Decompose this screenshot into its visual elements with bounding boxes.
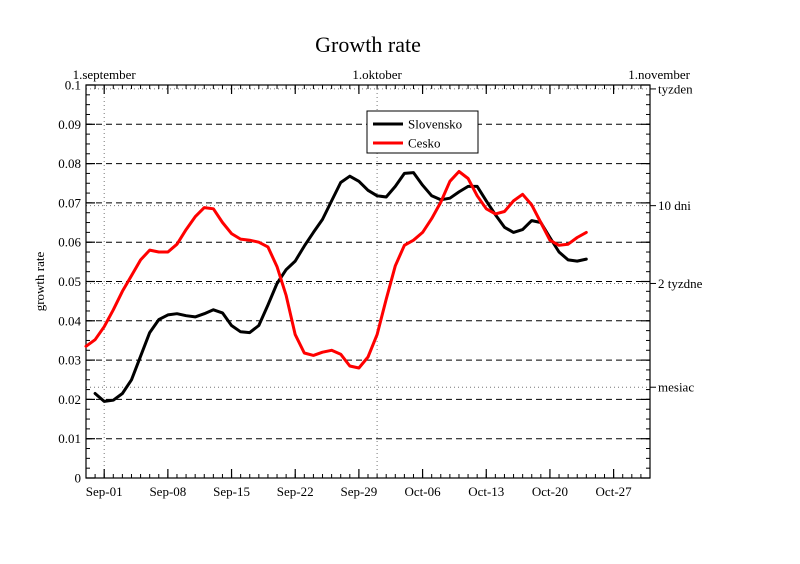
series-line-slovensko	[93, 171, 588, 403]
top-axis-label: 1.oktober	[352, 67, 402, 82]
x-tick-label: Sep-15	[213, 484, 250, 499]
x-tick-label: Sep-29	[340, 484, 377, 499]
series-lines	[84, 170, 588, 403]
y-tick-label: 0.04	[58, 313, 81, 328]
right-axis-label: 2 tyzdne	[658, 276, 703, 291]
series-line-cesko	[84, 170, 588, 370]
x-tick-label: Sep-01	[86, 484, 123, 499]
y-tick-label: 0.1	[65, 78, 81, 93]
legend: Slovensko Cesko	[366, 110, 479, 154]
right-axis-label: mesiac	[658, 380, 694, 395]
y-tick-label: 0.01	[58, 431, 81, 446]
y-tick-label: 0.06	[58, 235, 81, 250]
x-tick-label: Oct-27	[596, 484, 633, 499]
top-axis-label: 1.september	[73, 67, 137, 82]
y-tick-label: 0.09	[58, 117, 81, 132]
y-tick-label: 0.02	[58, 392, 81, 407]
right-axis-label: tyzden	[658, 81, 693, 96]
chart-title: Growth rate	[315, 32, 421, 57]
y-tick-label: 0.03	[58, 353, 81, 368]
x-tick-label: Oct-13	[468, 484, 504, 499]
legend-label: Cesko	[408, 136, 441, 151]
y-tick-label: 0.05	[58, 274, 81, 289]
legend-label: Slovensko	[408, 117, 462, 132]
y-tick-label: 0.07	[58, 195, 81, 210]
x-tick-label: Sep-08	[149, 484, 186, 499]
top-axis-label: 1.november	[628, 67, 690, 82]
y-tick-label: 0	[75, 471, 82, 486]
right-axis-label: 10 dni	[658, 198, 691, 213]
x-tick-label: Oct-06	[405, 484, 442, 499]
axes: Sep-01 Sep-08 Sep-15 Sep-22 Sep-29 Oct-06 Oct-…	[58, 67, 702, 499]
x-tick-label: Sep-22	[277, 484, 314, 499]
x-tick-label: Oct-20	[532, 484, 568, 499]
y-axis-label: growth rate	[32, 251, 47, 311]
y-tick-label: 0.08	[58, 156, 81, 171]
legend-box	[366, 110, 479, 154]
